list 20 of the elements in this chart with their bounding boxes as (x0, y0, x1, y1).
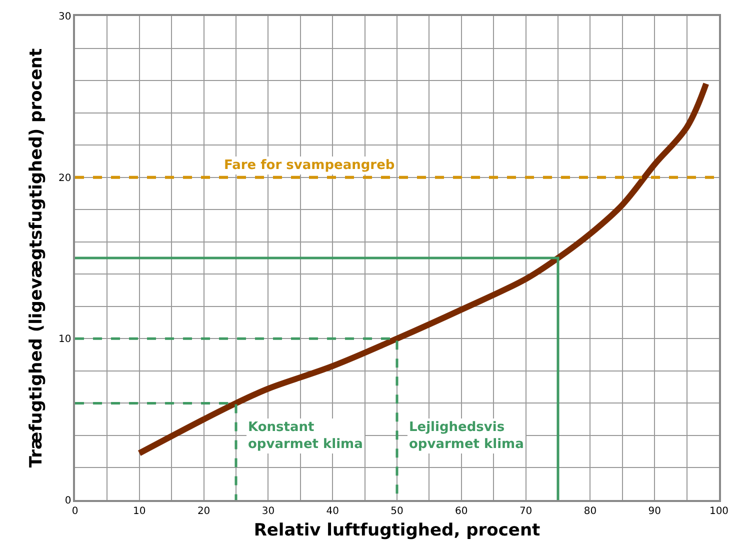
x-tick-label: 50 (390, 506, 404, 517)
x-tick-label: 40 (326, 506, 339, 517)
y-tick-label: 10 (58, 334, 72, 346)
y-tick-label: 20 (58, 172, 72, 184)
x-tick-label: 0 (72, 506, 78, 517)
ref-line-label: Fare for svampeangreb (224, 158, 395, 173)
x-tick-label: 10 (133, 506, 146, 517)
x-tick-label: 100 (709, 506, 729, 517)
x-tick-label: 20 (197, 506, 210, 517)
x-tick-label: 60 (455, 506, 468, 517)
x-axis-title: Relativ luftfugtighed, procent (254, 520, 540, 541)
annotation: Lejlighedsvis opvarmet klima (409, 420, 524, 452)
x-tick-label: 80 (584, 506, 597, 517)
x-tick-label: 70 (519, 506, 532, 517)
y-axis-title: Træfugtighed (ligevægtsfugtighed) procent (26, 48, 47, 468)
y-tick-label: 30 (58, 12, 72, 22)
x-tick-label: 30 (262, 506, 275, 517)
x-tick-label: 90 (648, 506, 661, 517)
annotation: Konstant opvarmet klima (248, 420, 363, 452)
y-tick-label: 0 (64, 496, 72, 506)
